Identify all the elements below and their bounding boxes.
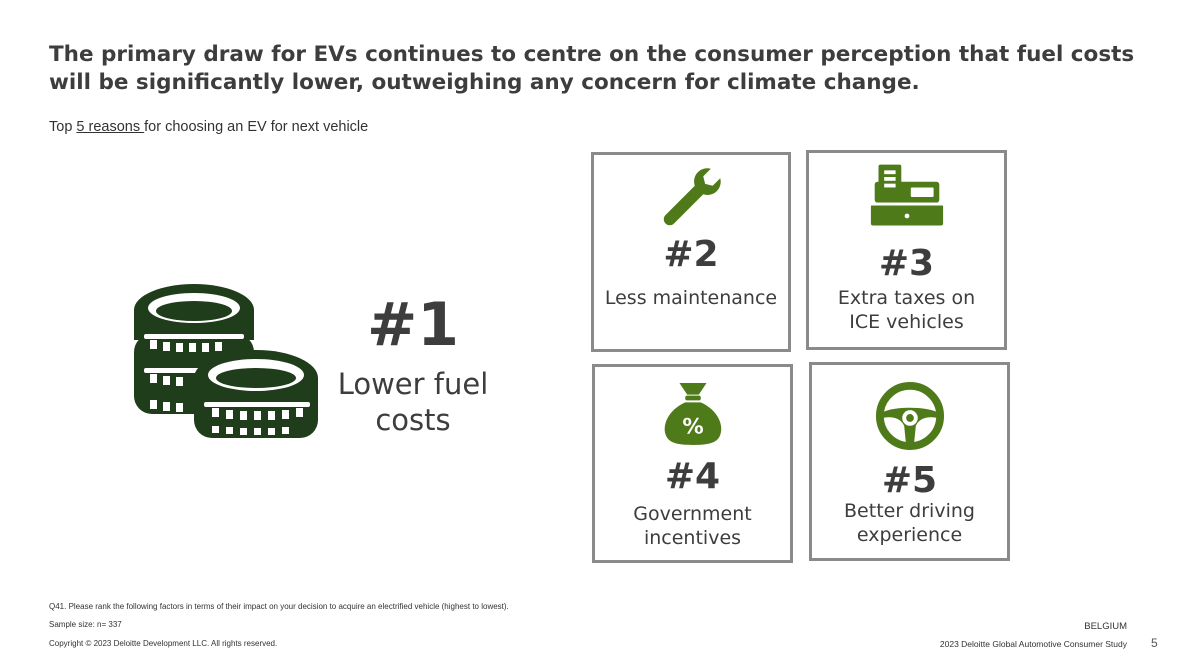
subtitle-suffix: for choosing an EV for next vehicle <box>144 119 369 135</box>
svg-text:%: % <box>682 414 703 439</box>
study-name: 2023 Deloitte Global Automotive Consumer… <box>939 639 1127 649</box>
steering-wheel-icon <box>875 381 944 451</box>
rank-3-label: Extra taxes on ICE vehicles <box>837 287 976 333</box>
coins-stack-icon <box>134 284 318 438</box>
rank-3-number: #3 <box>878 243 935 284</box>
subtitle-prefix: Top <box>49 119 77 135</box>
page-number: 5 <box>1151 636 1158 650</box>
country-label: BELGIUM <box>1084 621 1127 632</box>
reason-tile-2: #2 Less maintenance <box>591 152 791 352</box>
reason-tile-3: #3 Extra taxes on ICE vehicles <box>806 150 1007 350</box>
rank-5-number: #5 <box>881 460 938 501</box>
subtitle-link[interactable]: 5 reasons <box>76 119 145 135</box>
copyright: Copyright © 2023 Deloitte Development LL… <box>49 639 278 648</box>
reason-tile-4: % #4 Government incentives <box>592 364 793 563</box>
question-footnote: Q41. Please rank the following factors i… <box>49 602 509 611</box>
wrench-icon <box>663 168 721 226</box>
rank-5-label: Better driving experience <box>844 500 975 546</box>
cash-register-icon <box>870 164 943 226</box>
rank-2-label: Less maintenance <box>604 287 778 309</box>
rank-1-number: #1 <box>366 290 460 360</box>
rank-4-label: Government incentives <box>633 503 752 549</box>
page-title: The primary draw for EVs continues to ce… <box>49 42 1135 95</box>
rank-1-label: Lower fuel costs <box>337 367 489 437</box>
sample-size: Sample size: n= 337 <box>49 620 122 629</box>
reason-tile-5: #5 Better driving experience <box>809 362 1010 561</box>
subtitle: Top 5 reasons for choosing an EV for nex… <box>49 119 368 135</box>
money-bag-percent-icon: % <box>664 382 721 445</box>
rank-2-number: #2 <box>663 234 719 275</box>
rank-4-number: #4 <box>664 456 721 497</box>
